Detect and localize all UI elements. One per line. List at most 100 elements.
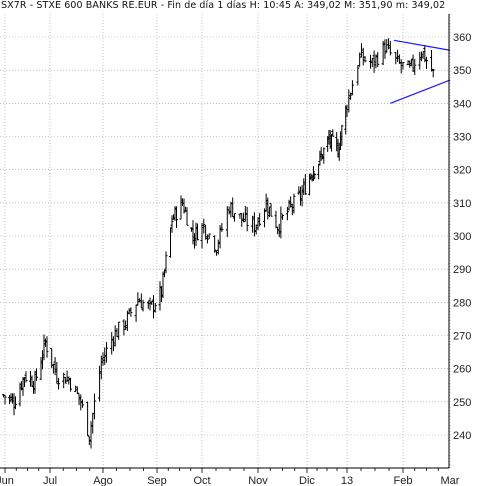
ohlc-bar [55,361,59,384]
ohlc-bar [164,251,168,274]
ohlc-bar [274,210,278,229]
ohlc-bar [358,52,362,67]
ohlc-bar [101,352,105,366]
x-tick-label: Dic [299,475,315,486]
ohlc-bar [77,393,81,406]
ohlc-bar [150,300,154,305]
trendlines [390,39,451,104]
ohlc-bar [124,320,128,330]
ohlc-bar [340,124,344,146]
x-tick-label: Jul [43,475,57,486]
ohlc-bar [231,197,235,218]
ohlc-bar [251,215,255,233]
y-tick-label: 310 [453,198,471,210]
ohlc-bar [317,163,321,180]
ohlc-bar [290,203,294,216]
ohlc-bar [313,173,317,180]
ohlc-bar [152,295,156,319]
y-tick-label: 270 [453,331,471,343]
ohlc-bar [292,193,296,214]
ohlc-bar [53,357,57,376]
ohlc-bar [63,376,67,384]
ohlc-bar [281,214,284,220]
ohlc-bar [175,206,178,228]
ohlc-bar [372,50,376,73]
ohlc-bar [381,40,385,66]
ohlc-bar [411,54,415,73]
ohlc-bar [361,47,365,66]
ohlc-bar [79,394,83,411]
ohlc-bar [356,65,360,86]
ohlc-bar [216,239,220,255]
ohlc-bar [74,385,78,393]
ohlc-bar [86,401,90,436]
ohlc-bar [196,223,199,241]
y-tick-label: 250 [453,397,471,409]
ohlc-bar [418,51,422,70]
ohlc-bar [127,308,131,315]
y-tick-label: 290 [453,264,471,276]
ohlc-bar [200,222,204,249]
ohlc-bar [104,341,108,363]
header-sep: - [160,0,168,11]
ohlc-bar [347,89,351,113]
y-axis: 360 350 340 330 320 310 300 290 280 270 260 250 240 [448,14,471,468]
instrument-name: STXE 600 BANKS RE.EUR [36,0,158,11]
ohlc-bar [258,213,262,227]
ohlc-bar [57,377,61,390]
period-label: Fin de día 1 días [167,0,247,11]
ohlc-bar [279,206,283,239]
ohlc-bar [24,371,28,383]
ohlc-bar [213,235,217,253]
ohlc-bar [254,224,258,235]
ohlc-bar [374,54,378,69]
ohlc-bar [243,205,247,222]
symbol-label: SX7R [1,0,27,11]
ohlc-bar [376,52,380,68]
ohlc-bar [220,222,224,232]
ohlc-bar [431,68,435,78]
ohlc-bar [207,233,211,240]
ohlc-bar [394,51,398,65]
ohlc-bar [287,199,291,211]
ohlc-bar [363,55,367,63]
ohlc-bar [322,147,326,164]
ohlc-bar [110,331,114,355]
ohlc-bar [113,325,117,347]
y-tick-label: 300 [453,231,471,243]
ohlc-bar [75,386,79,395]
ohlc-bar [69,377,73,392]
x-tick-label: Oct [193,475,210,486]
ohlc-bar [92,393,96,420]
y-tick-label: 240 [453,430,471,442]
ohlc-bar [141,299,145,312]
ohlc-bar [98,365,102,402]
ohlc-bar [349,92,353,100]
ohlc-bar [185,207,189,226]
ohlc-bar [125,310,129,332]
y-tick-label: 260 [453,364,471,376]
ohlc-bar [129,307,133,317]
grid [0,14,451,468]
header-sep: - [29,0,37,11]
ohlc-bar [350,80,354,96]
ohlc-bar [45,336,49,358]
ohlc-bar [242,212,246,223]
ohlc-bar [225,206,229,238]
y-tick-label: 340 [453,98,471,110]
trendline [390,79,451,104]
ohlc-bar [285,206,289,221]
x-tick-label: Sep [147,475,167,486]
y-tick-label: 320 [453,165,471,177]
ohlc-bar [387,38,391,50]
ohlc-bar [14,396,17,410]
ohlc-bar [245,206,249,232]
ohlc-bar [388,40,392,56]
ohlc-bar [252,212,256,237]
ohlc-bar [311,166,315,182]
y-tick-label: 360 [453,32,471,44]
x-tick-label: Jun [0,475,14,486]
stats-label: H: 10:45 A: 349,02 M: 351,90 m: 349,02 [249,0,446,11]
ohlc-bar [370,57,374,68]
x-tick-label: Nov [248,475,268,486]
